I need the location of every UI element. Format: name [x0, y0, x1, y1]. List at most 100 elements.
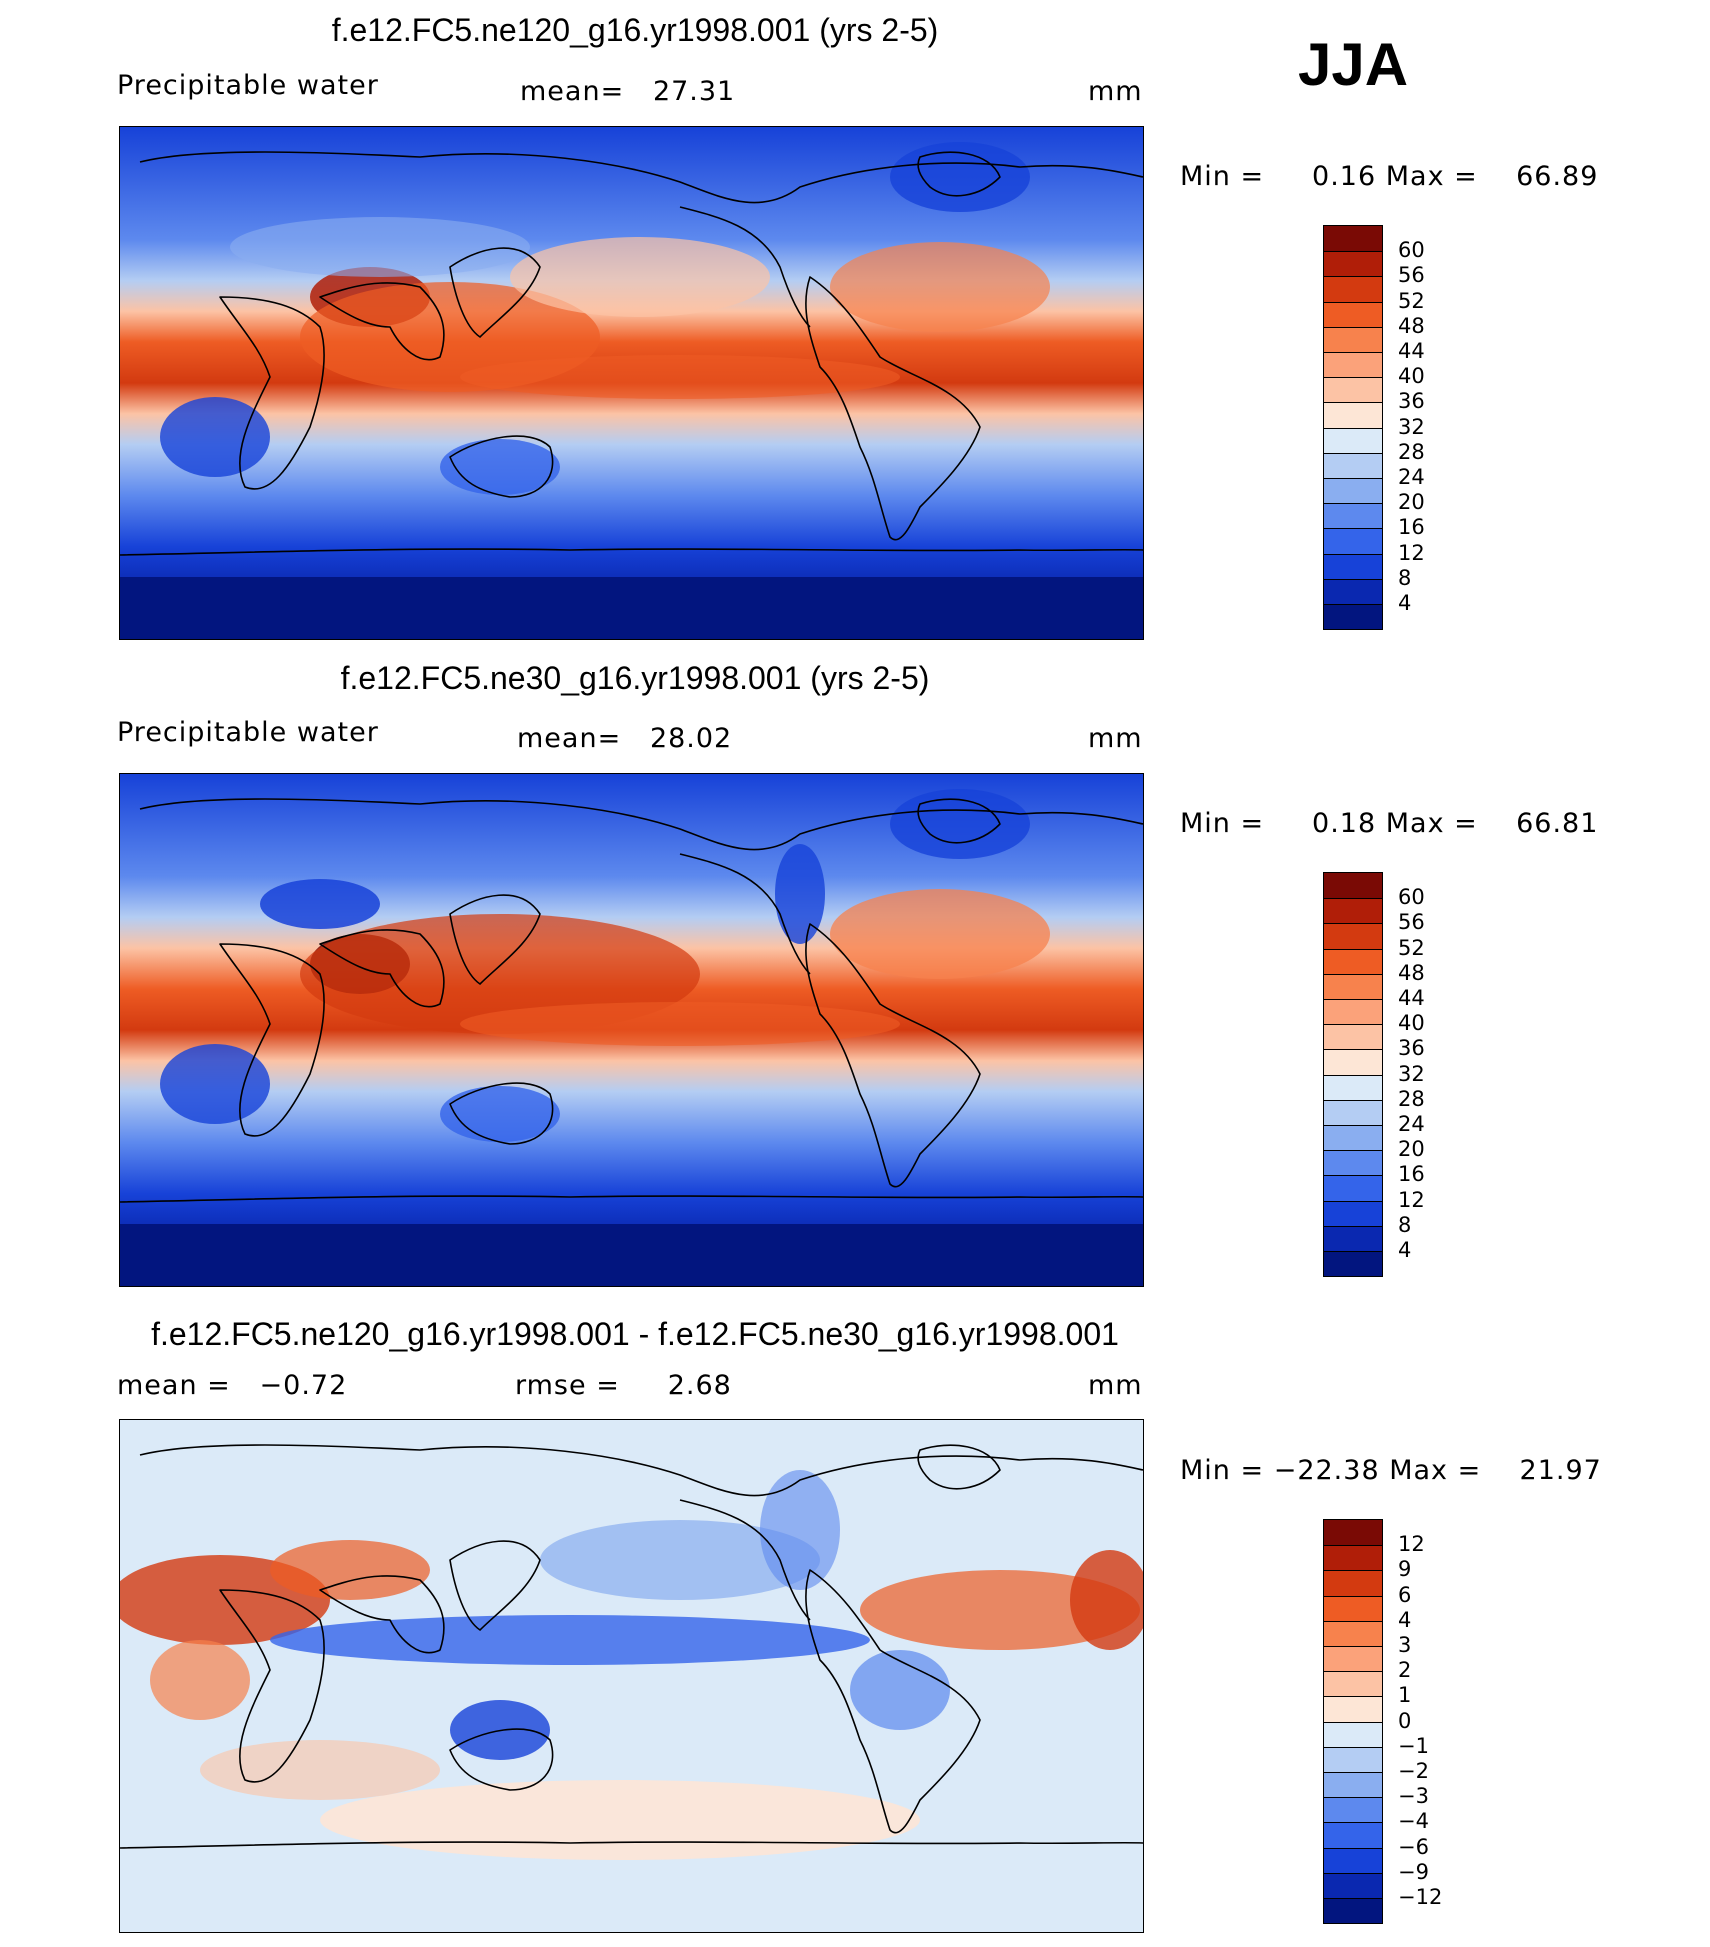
- colorbar-tick-label: −1: [1398, 1733, 1429, 1758]
- colorbar-box: [1323, 872, 1383, 1278]
- colorbar-swatch: [1324, 377, 1382, 403]
- colorbar-swatch: [1324, 1251, 1382, 1277]
- colorbar-swatch: [1324, 873, 1382, 899]
- colorbar-swatch: [1324, 276, 1382, 302]
- mean-label: mean= 27.31: [520, 76, 736, 107]
- colorbar-swatch: [1324, 1822, 1382, 1848]
- colorbar-tick-label: 48: [1398, 313, 1425, 338]
- panel-title: f.e12.FC5.ne120_g16.yr1998.001 (yrs 2-5): [331, 12, 939, 48]
- colorbar-tick-label: 52: [1398, 935, 1425, 960]
- units-label: mm: [1088, 723, 1143, 754]
- colorbar-swatch: [1324, 1620, 1382, 1646]
- panel-title: f.e12.FC5.ne30_g16.yr1998.001 (yrs 2-5): [340, 660, 930, 696]
- colorbar-tick-label: 36: [1398, 389, 1425, 414]
- colorbar-tick-label: 56: [1398, 910, 1425, 935]
- panel-title: f.e12.FC5.ne120_g16.yr1998.001 - f.e12.F…: [151, 1316, 1119, 1352]
- colorbar-tick-label: 32: [1398, 414, 1425, 439]
- colorbar-tick-label: 4: [1398, 591, 1412, 615]
- colorbar-swatch: [1324, 1696, 1382, 1722]
- colorbar-swatch: [1324, 1150, 1382, 1176]
- colorbar-tick-label: 40: [1398, 1011, 1425, 1036]
- map-field: [120, 127, 1143, 639]
- colorbar-box: [1323, 1519, 1383, 1925]
- colorbar-tick-label: 8: [1398, 565, 1412, 590]
- map-plot: [119, 773, 1144, 1287]
- colorbar-swatch: [1324, 604, 1382, 630]
- colorbar-tick-label: 40: [1398, 364, 1425, 389]
- units-label: mm: [1088, 76, 1143, 107]
- colorbar-swatch: [1324, 1024, 1382, 1050]
- colorbar-tick-label: −9: [1398, 1859, 1429, 1884]
- colorbar-tick-label: 20: [1398, 1137, 1425, 1162]
- colorbar-tick-label: 44: [1398, 339, 1425, 363]
- colorbar-swatch: [1324, 528, 1382, 554]
- colorbar-tick-label: 28: [1398, 439, 1425, 464]
- colorbar-swatch: [1324, 1545, 1382, 1571]
- units-label: mm: [1088, 1370, 1143, 1401]
- colorbar-tick-label: 52: [1398, 288, 1425, 313]
- colorbar-tick-label: 0: [1398, 1708, 1412, 1733]
- colorbar-tick-label: 12: [1398, 1532, 1425, 1557]
- colorbar-tick-label: 60: [1398, 238, 1425, 263]
- colorbar-swatch: [1324, 1520, 1382, 1546]
- mean-label: mean = −0.72: [117, 1370, 348, 1401]
- colorbar-swatch: [1324, 452, 1382, 478]
- colorbar-swatch: [1324, 1099, 1382, 1125]
- colorbar-tick-label: −6: [1398, 1834, 1429, 1859]
- colorbar-tick-label: 9: [1398, 1557, 1412, 1582]
- colorbar-swatch: [1324, 427, 1382, 453]
- colorbar-tick-label: 4: [1398, 1607, 1412, 1632]
- colorbar-swatch: [1324, 301, 1382, 327]
- colorbar-tick-label: 20: [1398, 490, 1425, 515]
- colorbar-tick-label: 24: [1398, 1112, 1425, 1136]
- min-max-label: Min = 0.16 Max = 66.89: [1180, 161, 1599, 192]
- colorbar-swatch: [1324, 1175, 1382, 1201]
- colorbar-tick-label: 56: [1398, 263, 1425, 288]
- colorbar-swatch: [1324, 1225, 1382, 1251]
- colorbar-swatch: [1324, 1797, 1382, 1823]
- colorbar-tick-label: 4: [1398, 1238, 1412, 1262]
- colorbar-tick-label: 36: [1398, 1036, 1425, 1061]
- colorbar-tick-label: 12: [1398, 540, 1425, 565]
- colorbar-tick-label: 2: [1398, 1658, 1412, 1683]
- colorbar-tick-label: 28: [1398, 1086, 1425, 1111]
- colorbar-swatch: [1324, 226, 1382, 252]
- colorbar-tick-label: −12: [1398, 1885, 1443, 1909]
- min-max-label: Min = 0.18 Max = 66.81: [1180, 808, 1599, 839]
- colorbar-swatch: [1324, 251, 1382, 277]
- colorbar-swatch: [1324, 503, 1382, 529]
- colorbar-swatch: [1324, 1595, 1382, 1621]
- map-field: [120, 774, 1143, 1286]
- colorbar-swatch: [1324, 352, 1382, 378]
- colorbar-tick-label: 12: [1398, 1187, 1425, 1212]
- colorbar-swatch: [1324, 1872, 1382, 1898]
- colorbar-tick-label: 1: [1398, 1683, 1412, 1708]
- colorbar-swatch: [1324, 578, 1382, 604]
- colorbar-box: [1323, 225, 1383, 631]
- colorbar-swatch: [1324, 1200, 1382, 1226]
- colorbar-swatch: [1324, 1671, 1382, 1697]
- min-max-label: Min = −22.38 Max = 21.97: [1180, 1455, 1602, 1486]
- variable-label: Precipitable water: [117, 70, 379, 101]
- colorbar-tick-label: 32: [1398, 1061, 1425, 1086]
- mean-label: mean= 28.02: [517, 723, 733, 754]
- colorbar-swatch: [1324, 1772, 1382, 1798]
- colorbar-swatch: [1324, 1570, 1382, 1596]
- colorbar-tick-label: −4: [1398, 1809, 1429, 1834]
- colorbar-swatch: [1324, 1049, 1382, 1075]
- colorbar-swatch: [1324, 478, 1382, 504]
- colorbar-swatch: [1324, 999, 1382, 1025]
- colorbar-swatch: [1324, 402, 1382, 428]
- colorbar-swatch: [1324, 923, 1382, 949]
- map-plot: [119, 1419, 1144, 1933]
- colorbar-swatch: [1324, 973, 1382, 999]
- colorbar-tick-label: −3: [1398, 1784, 1429, 1809]
- colorbar-swatch: [1324, 326, 1382, 352]
- colorbar-tick-label: 6: [1398, 1582, 1412, 1607]
- colorbar-tick-label: 44: [1398, 986, 1425, 1010]
- colorbar-swatch: [1324, 1746, 1382, 1772]
- colorbar-swatch: [1324, 898, 1382, 924]
- colorbar-swatch: [1324, 1646, 1382, 1672]
- colorbar-swatch: [1324, 1847, 1382, 1873]
- colorbar-tick-label: 16: [1398, 1162, 1425, 1187]
